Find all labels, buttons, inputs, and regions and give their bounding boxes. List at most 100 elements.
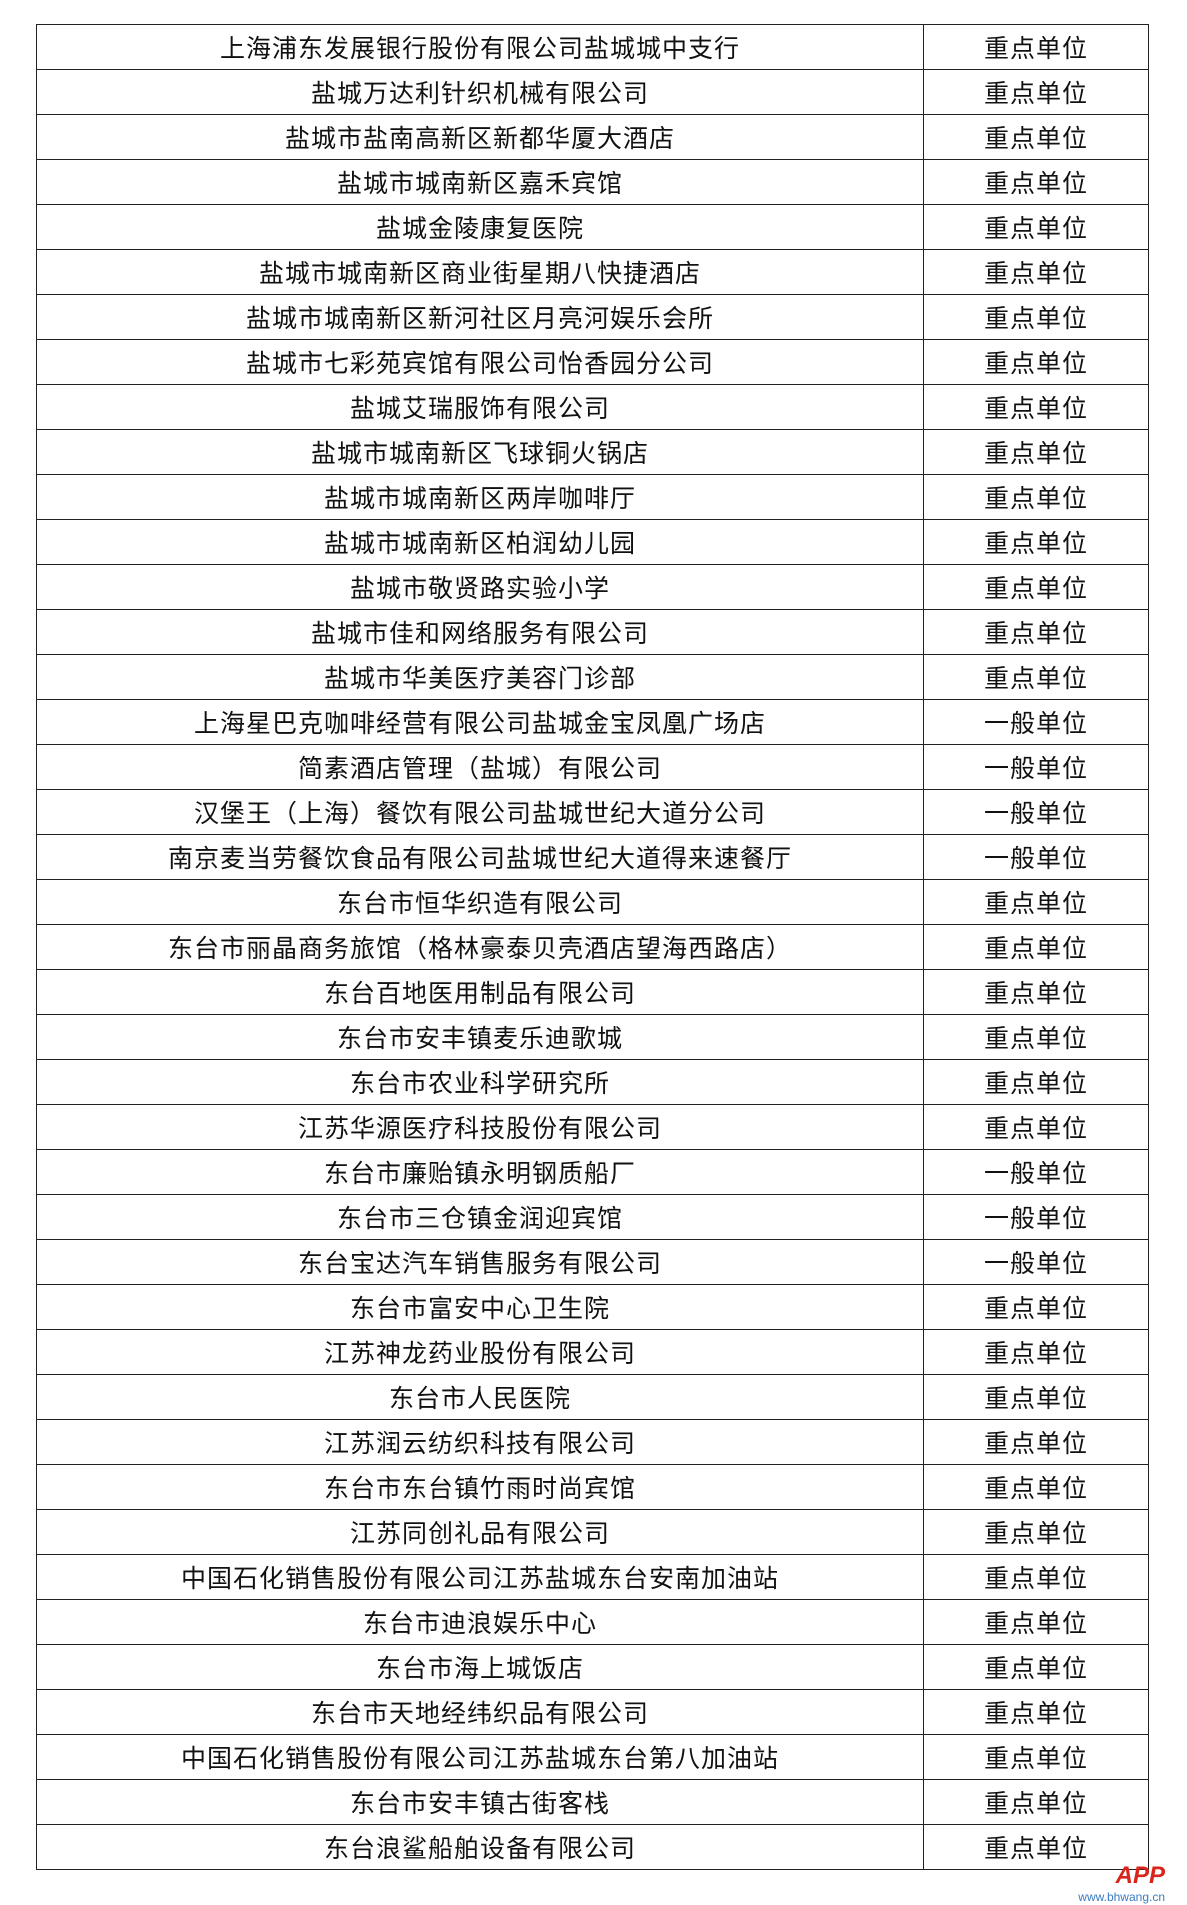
unit-category: 重点单位 xyxy=(922,969,1150,1015)
table-row: 盐城市城南新区柏润幼儿园 重点单位 xyxy=(36,519,1150,565)
unit-category: 重点单位 xyxy=(922,1104,1150,1150)
unit-category: 一般单位 xyxy=(922,1239,1150,1285)
unit-name: 盐城市城南新区飞球铜火锅店 xyxy=(36,429,924,475)
table-row: 东台市天地经纬织品有限公司 重点单位 xyxy=(36,1689,1150,1735)
unit-name: 盐城市城南新区两岸咖啡厅 xyxy=(36,474,924,520)
unit-category: 重点单位 xyxy=(922,1779,1150,1825)
table-row: 东台市农业科学研究所 重点单位 xyxy=(36,1059,1150,1105)
unit-category: 重点单位 xyxy=(922,294,1150,340)
unit-category: 重点单位 xyxy=(922,519,1150,565)
table-row: 上海浦东发展银行股份有限公司盐城城中支行 重点单位 xyxy=(36,24,1150,70)
watermark-url: www.bhwang.cn xyxy=(1078,1890,1165,1904)
table-row: 东台市恒华织造有限公司 重点单位 xyxy=(36,879,1150,925)
unit-name: 盐城市七彩苑宾馆有限公司怡香园分公司 xyxy=(36,339,924,385)
unit-name: 东台市人民医院 xyxy=(36,1374,924,1420)
table-row: 东台市安丰镇古街客栈 重点单位 xyxy=(36,1779,1150,1825)
table-row: 盐城市七彩苑宾馆有限公司怡香园分公司 重点单位 xyxy=(36,339,1150,385)
table-row: 盐城市佳和网络服务有限公司 重点单位 xyxy=(36,609,1150,655)
unit-name: 中国石化销售股份有限公司江苏盐城东台安南加油站 xyxy=(36,1554,924,1600)
unit-name: 东台市迪浪娱乐中心 xyxy=(36,1599,924,1645)
unit-name: 中国石化销售股份有限公司江苏盐城东台第八加油站 xyxy=(36,1734,924,1780)
unit-category: 一般单位 xyxy=(922,1149,1150,1195)
table-row: 东台市富安中心卫生院 重点单位 xyxy=(36,1284,1150,1330)
unit-category: 重点单位 xyxy=(922,1824,1150,1870)
table-row: 江苏神龙药业股份有限公司 重点单位 xyxy=(36,1329,1150,1375)
unit-category: 一般单位 xyxy=(922,1194,1150,1240)
unit-category: 重点单位 xyxy=(922,339,1150,385)
unit-name: 盐城市城南新区新河社区月亮河娱乐会所 xyxy=(36,294,924,340)
unit-name: 江苏华源医疗科技股份有限公司 xyxy=(36,1104,924,1150)
unit-category: 重点单位 xyxy=(922,564,1150,610)
unit-category: 一般单位 xyxy=(922,699,1150,745)
unit-name: 盐城市城南新区嘉禾宾馆 xyxy=(36,159,924,205)
table-row: 东台浪鲨船舶设备有限公司 重点单位 xyxy=(36,1824,1150,1870)
unit-name: 东台市三仓镇金润迎宾馆 xyxy=(36,1194,924,1240)
watermark: APP www.bhwang.cn xyxy=(1078,1862,1165,1904)
unit-category: 重点单位 xyxy=(922,1419,1150,1465)
table-row: 盐城市城南新区飞球铜火锅店 重点单位 xyxy=(36,429,1150,475)
table-row: 中国石化销售股份有限公司江苏盐城东台第八加油站 重点单位 xyxy=(36,1734,1150,1780)
unit-category: 重点单位 xyxy=(922,1599,1150,1645)
unit-name: 盐城金陵康复医院 xyxy=(36,204,924,250)
table-row: 东台市东台镇竹雨时尚宾馆 重点单位 xyxy=(36,1464,1150,1510)
unit-name: 盐城市敬贤路实验小学 xyxy=(36,564,924,610)
table-row: 南京麦当劳餐饮食品有限公司盐城世纪大道得来速餐厅 一般单位 xyxy=(36,834,1150,880)
unit-name: 盐城市城南新区柏润幼儿园 xyxy=(36,519,924,565)
unit-name: 东台市东台镇竹雨时尚宾馆 xyxy=(36,1464,924,1510)
unit-category: 重点单位 xyxy=(922,159,1150,205)
unit-category: 一般单位 xyxy=(922,834,1150,880)
unit-category: 重点单位 xyxy=(922,654,1150,700)
unit-name: 东台市农业科学研究所 xyxy=(36,1059,924,1105)
unit-category: 重点单位 xyxy=(922,204,1150,250)
table-row: 江苏同创礼品有限公司 重点单位 xyxy=(36,1509,1150,1555)
table-row: 江苏润云纺织科技有限公司 重点单位 xyxy=(36,1419,1150,1465)
table-row: 盐城市城南新区嘉禾宾馆 重点单位 xyxy=(36,159,1150,205)
unit-category: 重点单位 xyxy=(922,1284,1150,1330)
unit-name: 江苏同创礼品有限公司 xyxy=(36,1509,924,1555)
unit-category: 重点单位 xyxy=(922,1644,1150,1690)
watermark-brand: APP xyxy=(1115,1862,1165,1889)
table-row: 东台市安丰镇麦乐迪歌城 重点单位 xyxy=(36,1014,1150,1060)
unit-name: 上海浦东发展银行股份有限公司盐城城中支行 xyxy=(36,24,924,70)
unit-category: 重点单位 xyxy=(922,1059,1150,1105)
table-row: 东台市三仓镇金润迎宾馆 一般单位 xyxy=(36,1194,1150,1240)
unit-category: 重点单位 xyxy=(922,609,1150,655)
table-row: 盐城市城南新区新河社区月亮河娱乐会所 重点单位 xyxy=(36,294,1150,340)
unit-category: 重点单位 xyxy=(922,24,1150,70)
table-row: 盐城万达利针织机械有限公司 重点单位 xyxy=(36,69,1150,115)
unit-name: 盐城市华美医疗美容门诊部 xyxy=(36,654,924,700)
unit-category: 重点单位 xyxy=(922,114,1150,160)
table-row: 东台百地医用制品有限公司 重点单位 xyxy=(36,969,1150,1015)
unit-name: 江苏神龙药业股份有限公司 xyxy=(36,1329,924,1375)
unit-name: 汉堡王（上海）餐饮有限公司盐城世纪大道分公司 xyxy=(36,789,924,835)
unit-category: 重点单位 xyxy=(922,429,1150,475)
unit-category: 重点单位 xyxy=(922,1509,1150,1555)
table-row: 盐城市城南新区商业街星期八快捷酒店 重点单位 xyxy=(36,249,1150,295)
unit-category: 重点单位 xyxy=(922,69,1150,115)
unit-category: 重点单位 xyxy=(922,1554,1150,1600)
unit-category: 重点单位 xyxy=(922,1329,1150,1375)
unit-name: 盐城万达利针织机械有限公司 xyxy=(36,69,924,115)
table-row: 盐城市华美医疗美容门诊部 重点单位 xyxy=(36,654,1150,700)
table-row: 东台市海上城饭店 重点单位 xyxy=(36,1644,1150,1690)
unit-category: 重点单位 xyxy=(922,1464,1150,1510)
unit-name: 东台宝达汽车销售服务有限公司 xyxy=(36,1239,924,1285)
unit-name: 东台百地医用制品有限公司 xyxy=(36,969,924,1015)
unit-category: 重点单位 xyxy=(922,924,1150,970)
unit-name: 东台市丽晶商务旅馆（格林豪泰贝壳酒店望海西路店） xyxy=(36,924,924,970)
table-row: 中国石化销售股份有限公司江苏盐城东台安南加油站 重点单位 xyxy=(36,1554,1150,1600)
table-row: 简素酒店管理（盐城）有限公司 一般单位 xyxy=(36,744,1150,790)
unit-table: 上海浦东发展银行股份有限公司盐城城中支行 重点单位 盐城万达利针织机械有限公司 重点单… xyxy=(36,24,1150,1870)
unit-name: 简素酒店管理（盐城）有限公司 xyxy=(36,744,924,790)
table-row: 上海星巴克咖啡经营有限公司盐城金宝凤凰广场店 一般单位 xyxy=(36,699,1150,745)
unit-category: 重点单位 xyxy=(922,1374,1150,1420)
unit-category: 重点单位 xyxy=(922,384,1150,430)
table-row: 汉堡王（上海）餐饮有限公司盐城世纪大道分公司 一般单位 xyxy=(36,789,1150,835)
unit-name: 上海星巴克咖啡经营有限公司盐城金宝凤凰广场店 xyxy=(36,699,924,745)
table-row: 盐城金陵康复医院 重点单位 xyxy=(36,204,1150,250)
unit-category: 一般单位 xyxy=(922,789,1150,835)
table-row: 江苏华源医疗科技股份有限公司 重点单位 xyxy=(36,1104,1150,1150)
table-row: 东台市迪浪娱乐中心 重点单位 xyxy=(36,1599,1150,1645)
table-row: 东台宝达汽车销售服务有限公司 一般单位 xyxy=(36,1239,1150,1285)
